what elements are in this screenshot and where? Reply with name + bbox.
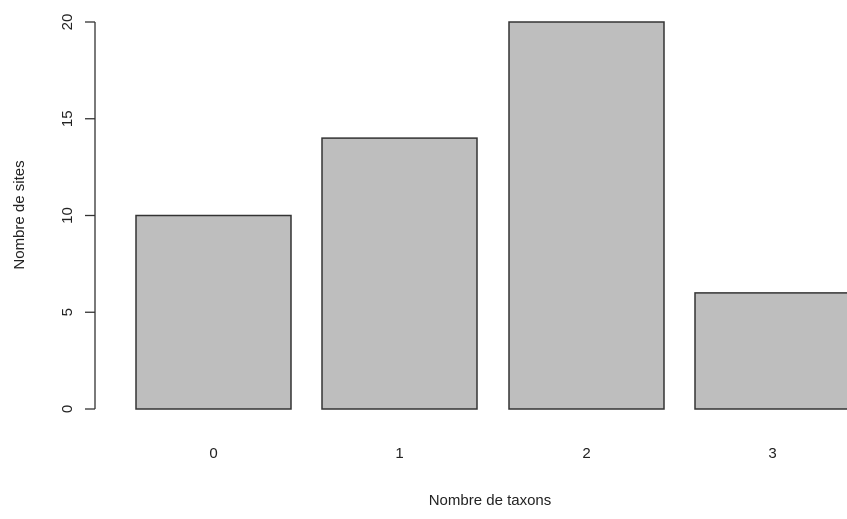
x-tick-label-0: 0 xyxy=(209,445,217,462)
y-tick-label-10: 10 xyxy=(59,207,76,224)
bar-3 xyxy=(694,292,847,410)
y-axis: 0 5 10 15 20 xyxy=(59,14,96,413)
x-axis: 0 1 2 3 xyxy=(209,445,776,462)
x-tick-labels: 0 1 2 3 xyxy=(209,445,776,462)
bar-1 xyxy=(321,137,478,410)
y-ticks: 0 5 10 15 20 xyxy=(59,14,95,413)
y-tick-label-5: 5 xyxy=(59,308,76,316)
x-tick-label-2: 2 xyxy=(582,445,590,462)
y-tick-label-0: 0 xyxy=(59,405,76,413)
bars xyxy=(135,21,847,410)
y-tick-label-15: 15 xyxy=(59,110,76,127)
x-axis-title: Nombre de taxons xyxy=(429,492,552,509)
x-tick-label-3: 3 xyxy=(768,445,776,462)
x-tick-label-1: 1 xyxy=(395,445,403,462)
y-tick-label-20: 20 xyxy=(59,14,76,31)
bar-2 xyxy=(508,21,665,410)
y-axis-title: Nombre de sites xyxy=(11,160,28,269)
bar-0 xyxy=(135,214,292,410)
